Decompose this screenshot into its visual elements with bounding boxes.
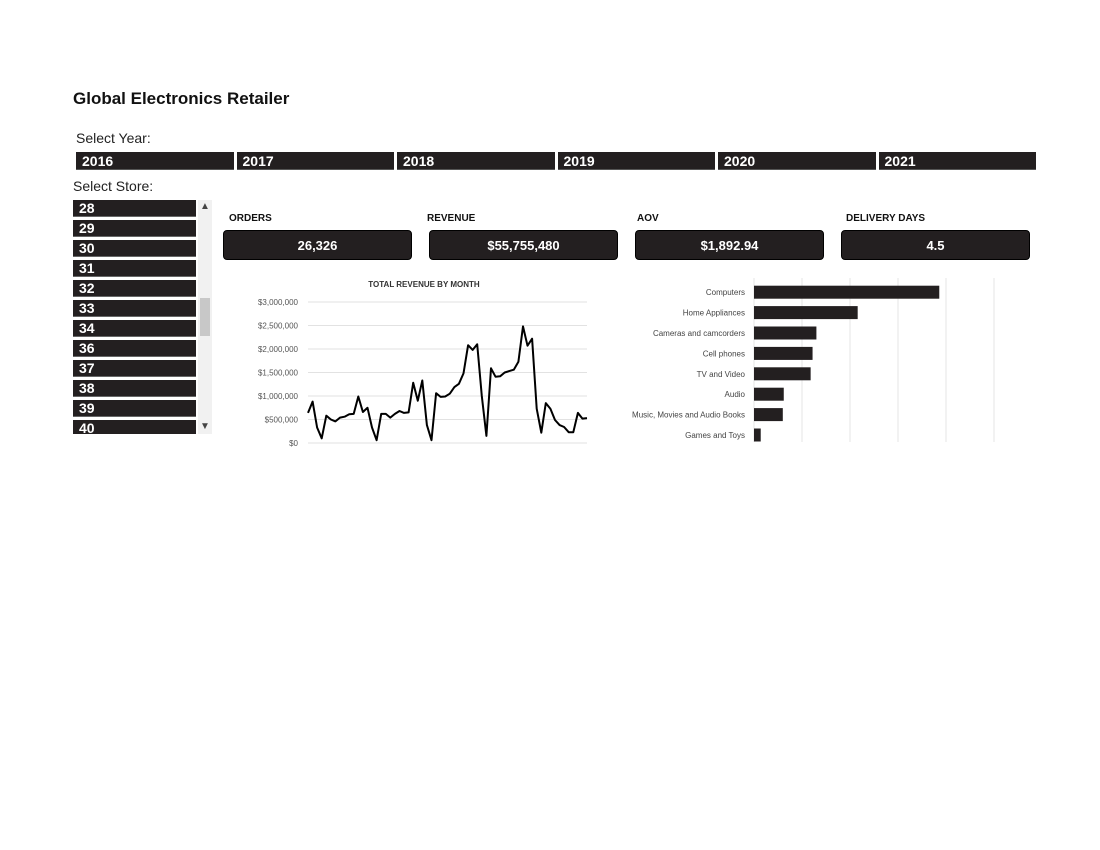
bar-category-label: Music, Movies and Audio Books <box>632 411 745 420</box>
category-bar <box>754 326 817 340</box>
store-button-37[interactable]: 37 <box>73 360 196 377</box>
scroll-down-icon[interactable]: ▼ <box>200 421 210 432</box>
category-bar <box>754 387 784 401</box>
store-button-34[interactable]: 34 <box>73 320 196 337</box>
store-button-29[interactable]: 29 <box>73 220 196 237</box>
bar-category-label: Audio <box>725 390 746 399</box>
year-button-2021[interactable]: 2021 <box>878 152 1036 170</box>
select-store-label: Select Store: <box>73 178 154 194</box>
category-bar <box>754 428 761 442</box>
select-year-label: Select Year: <box>76 130 151 146</box>
bar-category-label: TV and Video <box>697 370 746 379</box>
store-button-38[interactable]: 38 <box>73 380 196 397</box>
bar-category-label: Cell phones <box>703 349 745 358</box>
line-y-tick-label: $2,000,000 <box>258 345 299 354</box>
revenue-label: REVENUE <box>427 213 476 224</box>
delivery-days-label: DELIVERY DAYS <box>846 213 926 224</box>
orders-label: ORDERS <box>229 213 272 224</box>
scroll-up-icon[interactable]: ▲ <box>200 201 210 212</box>
line-y-tick-label: $1,000,000 <box>258 392 299 401</box>
year-button-2016[interactable]: 2016 <box>76 152 234 170</box>
store-button-39[interactable]: 39 <box>73 400 196 417</box>
store-button-33[interactable]: 33 <box>73 300 196 317</box>
store-button-30[interactable]: 30 <box>73 240 196 257</box>
year-button-2017[interactable]: 2017 <box>236 152 394 170</box>
bar-category-label: Home Appliances <box>683 309 745 318</box>
category-bar <box>754 346 813 360</box>
page-title: Global Electronics Retailer <box>73 89 290 108</box>
bar-chart-grid <box>753 278 995 442</box>
bar-category-label: Computers <box>706 288 745 297</box>
line-chart-title: TOTAL REVENUE BY MONTH <box>368 280 480 289</box>
revenue-line <box>307 325 588 442</box>
line-y-tick-label: $0 <box>289 439 298 448</box>
revenue-line-chart: TOTAL REVENUE BY MONTH $0 $500,000 $1,000,… <box>258 280 588 448</box>
revenue-value: $55,755,480 <box>429 230 618 260</box>
category-bar <box>754 285 940 299</box>
year-button-2019[interactable]: 2019 <box>557 152 715 170</box>
bar-category-label: Cameras and camcorders <box>653 329 745 338</box>
aov-label: AOV <box>637 213 659 224</box>
store-button-28[interactable]: 28 <box>73 200 196 217</box>
line-y-tick-label: $3,000,000 <box>258 298 299 307</box>
store-scrollbar[interactable]: ▲ ▼ <box>198 200 212 434</box>
aov-value: $1,892.94 <box>635 230 824 260</box>
year-button-2018[interactable]: 2018 <box>397 152 555 170</box>
year-slicer: 2016 2017 2018 2019 2020 2021 <box>76 152 1036 170</box>
bar-chart-bars <box>754 285 940 442</box>
year-button-2020[interactable]: 2020 <box>718 152 876 170</box>
store-button-36[interactable]: 36 <box>73 340 196 357</box>
scroll-thumb[interactable] <box>200 298 210 336</box>
line-y-tick-label: $1,500,000 <box>258 369 299 378</box>
category-bar <box>754 367 811 381</box>
line-y-tick-label: $500,000 <box>265 416 299 425</box>
category-bar-chart: Computers Home Appliances Cameras and camc… <box>632 278 995 442</box>
bar-category-label: Games and Toys <box>685 431 745 440</box>
bar-chart-category-labels: Computers Home Appliances Cameras and camc… <box>632 288 745 440</box>
line-y-tick-label: $2,500,000 <box>258 322 299 331</box>
store-button-40[interactable]: 40 <box>73 420 196 434</box>
orders-value: 26,326 <box>223 230 412 260</box>
store-slicer: 28 29 30 31 32 33 34 36 37 38 39 40 <box>73 200 196 434</box>
line-chart-grid <box>308 301 587 444</box>
line-chart-y-ticks: $0 $500,000 $1,000,000 $1,500,000 $2,000,000… <box>258 298 299 448</box>
category-bar <box>754 408 783 422</box>
store-button-32[interactable]: 32 <box>73 280 196 297</box>
delivery-days-value: 4.5 <box>841 230 1030 260</box>
store-button-31[interactable]: 31 <box>73 260 196 277</box>
category-bar <box>754 306 858 320</box>
